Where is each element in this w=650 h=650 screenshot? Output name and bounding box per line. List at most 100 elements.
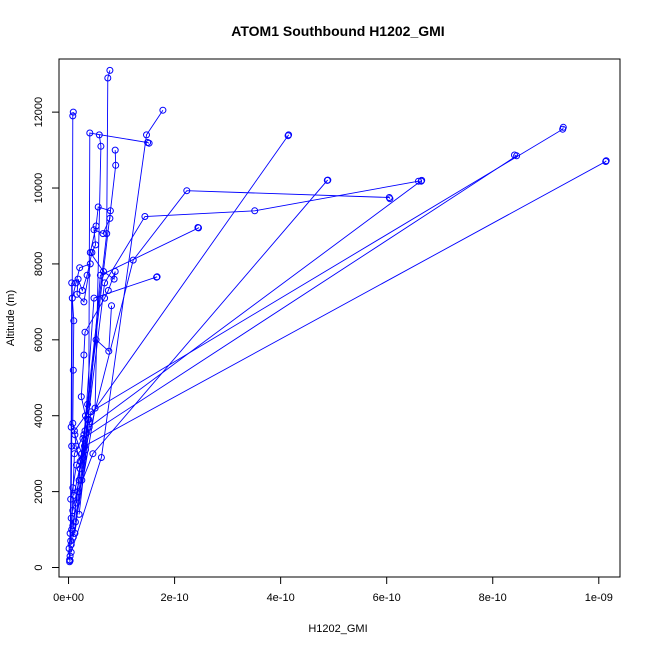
series-line bbox=[79, 190, 391, 469]
data-point bbox=[80, 431, 88, 439]
data-point bbox=[73, 290, 81, 298]
data-point bbox=[141, 213, 149, 220]
data-point bbox=[251, 207, 259, 215]
data-point bbox=[69, 108, 77, 116]
y-tick-label: 12000 bbox=[33, 97, 45, 128]
data-point bbox=[80, 298, 88, 306]
data-point bbox=[90, 294, 98, 302]
x-tick-label: 6e-10 bbox=[373, 592, 401, 604]
data-point bbox=[96, 271, 104, 279]
data-point bbox=[69, 419, 77, 427]
data-point bbox=[87, 408, 95, 416]
data-point bbox=[83, 271, 91, 279]
data-point bbox=[67, 548, 75, 556]
series-line bbox=[73, 160, 607, 496]
series-line bbox=[70, 70, 111, 545]
data-point bbox=[159, 106, 167, 114]
series-line bbox=[69, 282, 73, 557]
data-point bbox=[86, 249, 94, 256]
data-point bbox=[78, 287, 86, 294]
x-tick-label: 8e-10 bbox=[479, 592, 507, 604]
data-point bbox=[74, 275, 82, 283]
data-point bbox=[386, 195, 394, 203]
data-point bbox=[183, 187, 191, 195]
series-line bbox=[74, 132, 150, 534]
data-point bbox=[111, 146, 119, 154]
data-point bbox=[602, 157, 610, 165]
data-point bbox=[145, 139, 153, 147]
data-point bbox=[129, 256, 137, 264]
data-point bbox=[97, 454, 105, 461]
data-point bbox=[97, 142, 105, 150]
data-point bbox=[106, 66, 114, 74]
data-point bbox=[68, 442, 76, 450]
data-point bbox=[69, 366, 77, 374]
data-point bbox=[66, 556, 74, 564]
data-point bbox=[108, 302, 115, 310]
series-layer bbox=[65, 66, 610, 566]
data-point bbox=[75, 510, 83, 518]
data-point bbox=[86, 260, 94, 268]
data-point bbox=[153, 273, 161, 281]
data-point bbox=[85, 423, 93, 431]
data-point bbox=[101, 294, 109, 302]
data-point bbox=[77, 393, 85, 401]
series-line bbox=[76, 154, 518, 504]
plot-area bbox=[58, 58, 621, 578]
series-line bbox=[81, 180, 423, 481]
data-point bbox=[72, 442, 80, 450]
data-point bbox=[415, 177, 422, 185]
data-point bbox=[80, 351, 88, 359]
series-line bbox=[81, 276, 158, 466]
series-line bbox=[82, 180, 419, 458]
y-axis: 0 2000 4000 6000 8000 10000 12000 bbox=[33, 97, 60, 571]
data-point bbox=[76, 264, 84, 272]
data-point bbox=[194, 224, 202, 231]
data-point bbox=[76, 465, 84, 473]
y-tick-label: 4000 bbox=[33, 403, 45, 427]
y-axis-label: Altitude (m) bbox=[5, 290, 17, 346]
data-point bbox=[82, 446, 89, 454]
data-point bbox=[78, 461, 86, 469]
data-point bbox=[69, 112, 77, 120]
x-axis-label: H1202_GMI bbox=[308, 623, 367, 635]
data-point bbox=[74, 488, 82, 496]
chart-title: ATOM1 Southbound H1202_GMI bbox=[231, 23, 444, 39]
data-point bbox=[324, 176, 332, 184]
data-point bbox=[105, 347, 113, 355]
data-point bbox=[104, 74, 112, 82]
data-point bbox=[112, 161, 120, 169]
y-tick-label: 6000 bbox=[33, 328, 45, 352]
data-point bbox=[101, 279, 109, 287]
y-tick-label: 0 bbox=[33, 564, 45, 570]
series-line bbox=[71, 305, 112, 530]
data-point bbox=[68, 279, 76, 287]
data-point bbox=[92, 336, 100, 344]
series-line bbox=[77, 179, 329, 492]
data-point bbox=[94, 203, 102, 211]
series-line bbox=[70, 109, 164, 553]
data-point bbox=[66, 552, 74, 560]
x-tick-label: 4e-10 bbox=[267, 592, 295, 604]
data-point bbox=[103, 230, 111, 238]
data-point bbox=[284, 132, 292, 140]
data-point bbox=[99, 230, 107, 238]
x-tick-label: 2e-10 bbox=[161, 592, 189, 604]
y-tick-label: 10000 bbox=[33, 173, 45, 204]
data-point bbox=[143, 131, 150, 139]
data-point bbox=[84, 400, 92, 408]
data-point bbox=[72, 279, 80, 287]
series-line bbox=[74, 134, 289, 523]
data-point bbox=[110, 275, 118, 283]
x-axis: 0e+00 2e-10 4e-10 6e-10 8e-10 1e-09 bbox=[53, 576, 613, 604]
data-point bbox=[70, 317, 78, 325]
data-point bbox=[511, 151, 518, 159]
data-point bbox=[68, 526, 76, 534]
data-point bbox=[90, 226, 98, 234]
data-point bbox=[73, 499, 80, 507]
data-point bbox=[89, 450, 97, 458]
series-line bbox=[85, 227, 200, 450]
x-tick-label: 0e+00 bbox=[53, 592, 84, 604]
data-point bbox=[86, 129, 94, 137]
